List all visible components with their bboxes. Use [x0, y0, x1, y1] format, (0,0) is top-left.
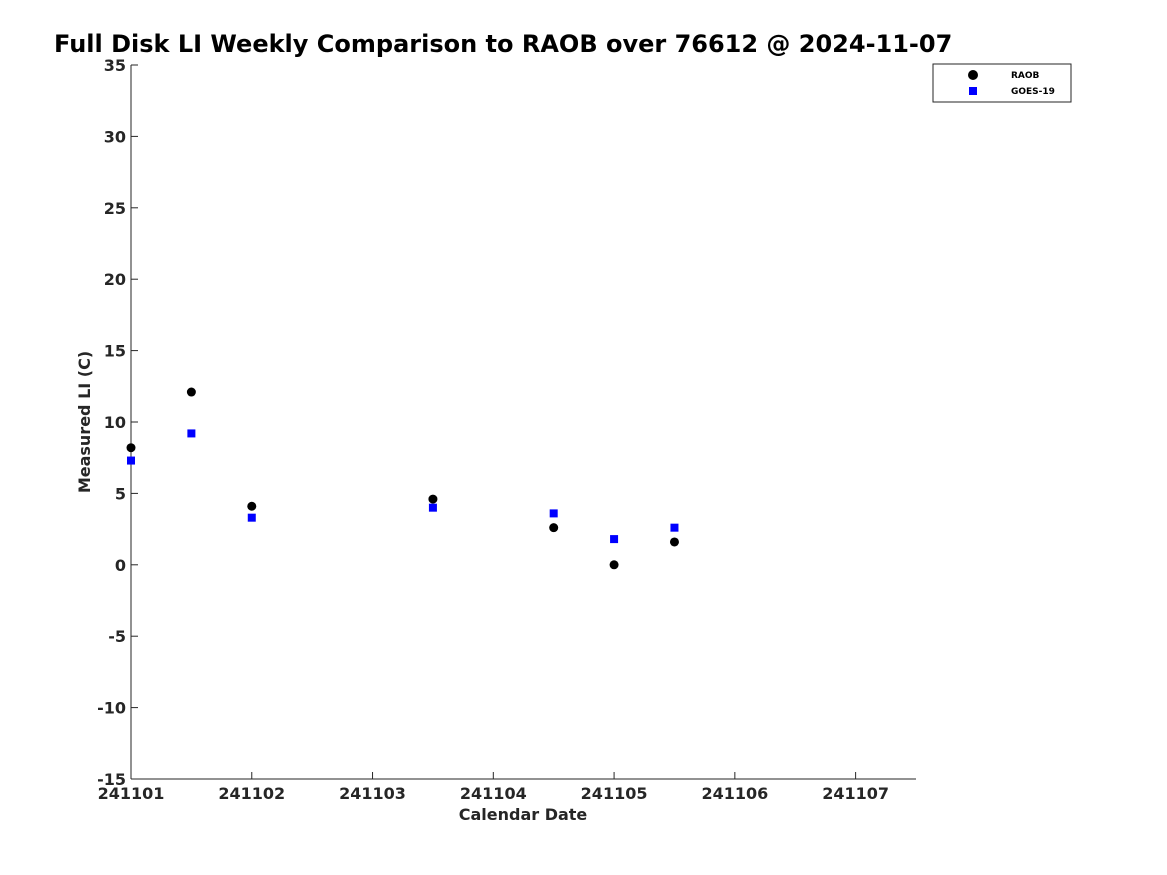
raob-point	[609, 560, 619, 570]
y-tick-label: 5	[115, 484, 126, 503]
y-tick-label: 15	[104, 342, 126, 361]
y-tick-label: 10	[104, 413, 126, 432]
legend: RAOB GOES-19	[932, 63, 1072, 103]
y-tick-label: 25	[104, 199, 126, 218]
goes-19-point	[428, 503, 437, 512]
data-points	[126, 387, 679, 570]
y-axis-ticks: -15 -10 -5 0 5 10 15 20 25 30 35	[97, 56, 138, 789]
raob-point	[186, 387, 196, 397]
raob-point	[126, 443, 136, 453]
legend-box	[932, 63, 1072, 103]
y-tick-label: 30	[104, 127, 126, 146]
legend-marker-goes-19	[969, 87, 977, 95]
x-tick-label: 241103	[339, 784, 406, 803]
goes-19-point	[610, 535, 619, 544]
x-tick-label: 241105	[581, 784, 648, 803]
x-tick-label: 241102	[218, 784, 285, 803]
goes-19-point	[670, 523, 679, 532]
raob-point	[549, 523, 559, 533]
y-axis-label: Measured LI (C)	[75, 351, 94, 493]
legend-entries: RAOB GOES-19	[968, 70, 1055, 97]
raob-point	[428, 494, 438, 504]
x-tick-label: 241107	[822, 784, 889, 803]
goes-19-point	[187, 429, 196, 438]
goes-19-point	[127, 456, 135, 465]
legend-marker-raob	[968, 70, 978, 80]
chart-title: Full Disk LI Weekly Comparison to RAOB o…	[54, 30, 952, 58]
y-tick-label: -15	[97, 770, 126, 789]
y-tick-label: 0	[115, 556, 126, 575]
legend-label-raob: RAOB	[1011, 71, 1040, 81]
x-tick-label: 241101	[98, 784, 165, 803]
y-tick-label: -5	[108, 627, 126, 646]
x-axis-label: Calendar Date	[459, 805, 588, 824]
x-axis-ticks: 241101 241102 241103 241104 241105 241106 2411…	[98, 772, 889, 803]
y-tick-label: 20	[104, 270, 126, 289]
x-tick-label: 241104	[460, 784, 527, 803]
goes-19-point	[247, 513, 256, 522]
x-tick-label: 241106	[701, 784, 768, 803]
y-tick-label: 35	[104, 56, 126, 75]
raob-point	[669, 537, 679, 547]
raob-point	[247, 501, 257, 511]
y-tick-label: -10	[97, 699, 126, 718]
goes-19-point	[549, 509, 558, 518]
legend-label-goes-19: GOES-19	[1011, 87, 1055, 97]
